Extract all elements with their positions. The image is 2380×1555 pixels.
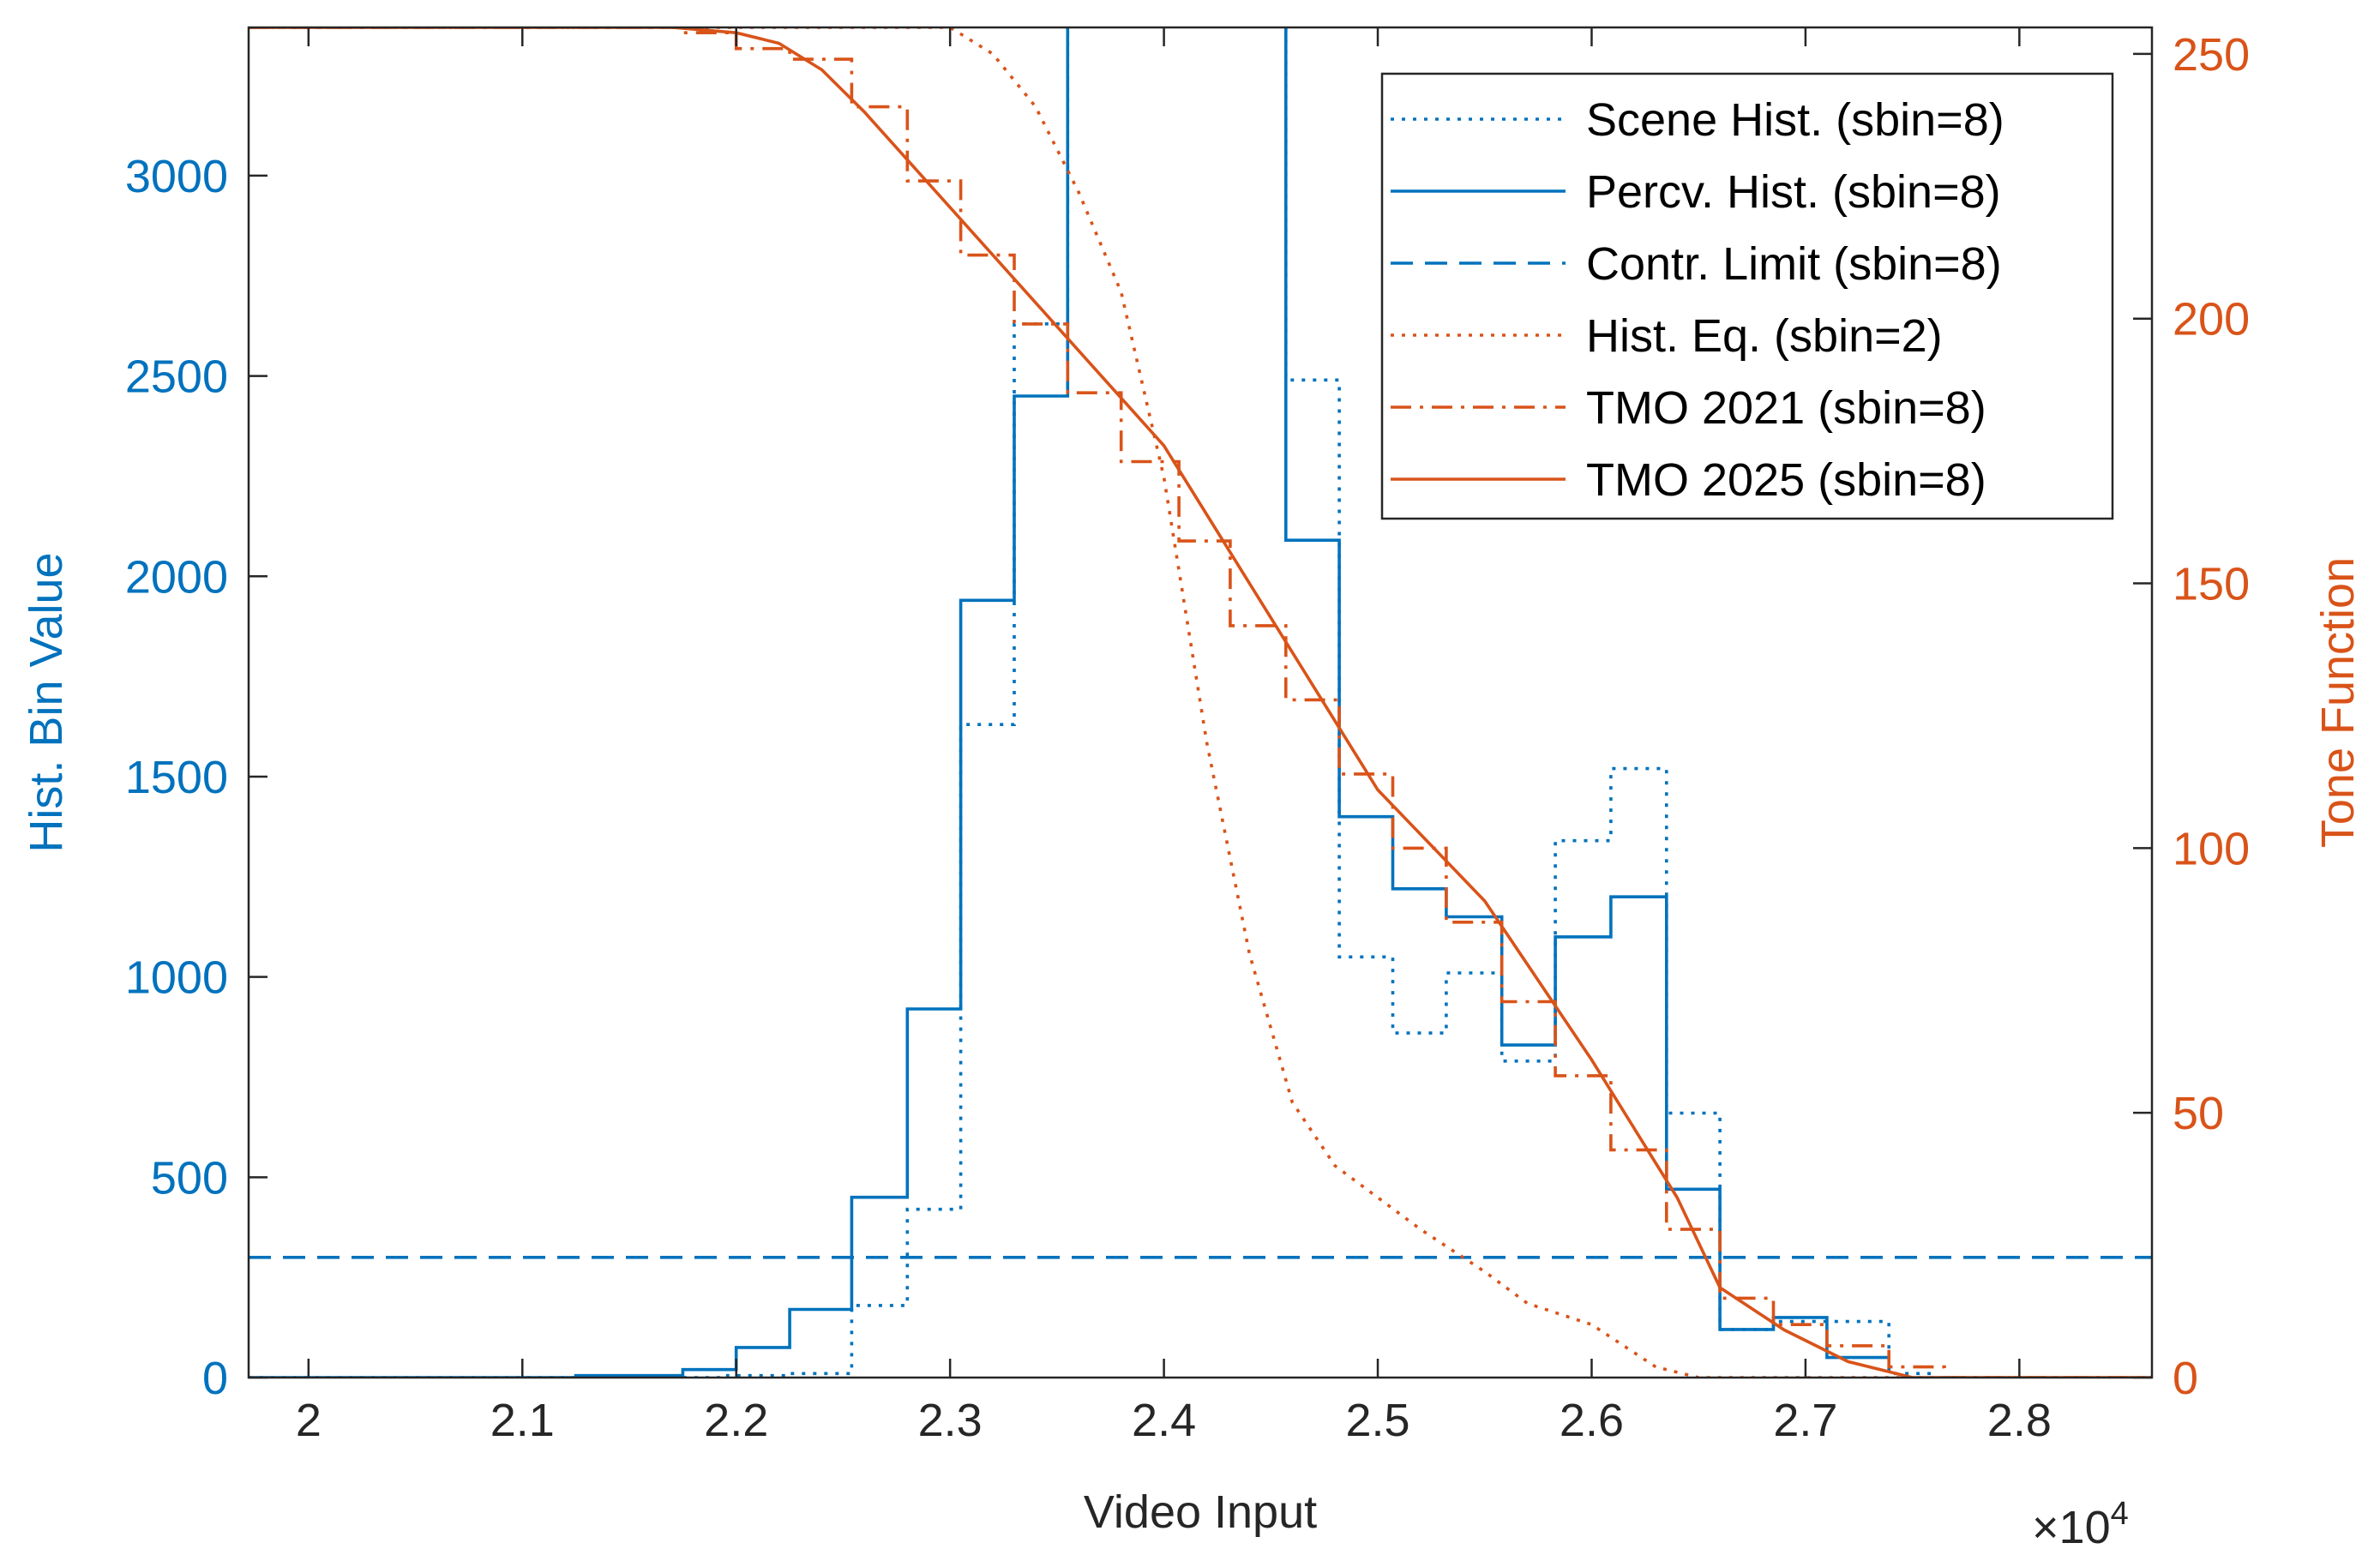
- x-tick-label: 2.3: [918, 1395, 983, 1446]
- x-tick-label: 2: [296, 1395, 322, 1446]
- x-tick-label: 2.4: [1132, 1395, 1196, 1446]
- y-right-tick-label: 50: [2173, 1088, 2224, 1139]
- x-tick-label: 2.2: [704, 1395, 768, 1446]
- y-right-tick-label: 100: [2173, 823, 2250, 874]
- y-left-tick-label: 500: [151, 1152, 228, 1204]
- series-line-tmo-2025-sbin-8: [249, 27, 2152, 1378]
- legend-label-hist-eq-sbin-2: Hist. Eq. (sbin=2): [1586, 310, 1943, 362]
- y-right-axis-label: Tone Function: [2312, 557, 2364, 848]
- y-left-tick-label: 1000: [125, 952, 228, 1004]
- y-left-tick-label: 2000: [125, 551, 228, 603]
- x-axis-ticks: 2 2.1 2.2 2.3 2.4 2.5 2.6 2.7 2.8: [296, 27, 2052, 1446]
- series-line-hist-eq-sbin-2: [249, 27, 2152, 1378]
- series-line-percv-hist-sbin-8: [249, 27, 1890, 1378]
- legend-label-percv-hist-sbin-8: Percv. Hist. (sbin=8): [1586, 166, 2001, 218]
- legend: Scene Hist. (sbin=8) Percv. Hist. (sbin=8…: [1380, 72, 2114, 520]
- legend-box: [1380, 72, 2114, 520]
- y-left-tick-label: 1500: [125, 752, 228, 803]
- x-axis-exponent: ×104: [2032, 1496, 2129, 1553]
- legend-label-contr-limit-sbin-8: Contr. Limit (sbin=8): [1586, 238, 2002, 290]
- x-tick-label: 2.6: [1560, 1395, 1624, 1446]
- x-axis-label: Video Input: [1084, 1486, 1317, 1538]
- legend-label-tmo-2021-sbin-8: TMO 2021 (sbin=8): [1586, 382, 1986, 434]
- x-tick-label: 2.1: [490, 1395, 555, 1446]
- y-left-tick-label: 0: [202, 1353, 228, 1404]
- plot-box: [247, 26, 2154, 1379]
- y-right-axis-ticks: 0 50 100 150 200 250: [2133, 29, 2250, 1404]
- x-axis-exponent-base: ×10: [2032, 1502, 2111, 1553]
- plot-lines: [249, 27, 2152, 1378]
- x-axis-exponent-power: 4: [2111, 1496, 2129, 1532]
- y-left-axis-label: Hist. Bin Value: [21, 552, 72, 852]
- y-right-tick-label: 150: [2173, 559, 2250, 610]
- y-left-axis-ticks: 0 500 1000 1500 2000 2500 3000: [125, 151, 267, 1404]
- legend-label-tmo-2025-sbin-8: TMO 2025 (sbin=8): [1586, 454, 1986, 506]
- x-tick-label: 2.5: [1345, 1395, 1409, 1446]
- legend-label-scene-hist-sbin-8: Scene Hist. (sbin=8): [1586, 94, 2004, 146]
- x-tick-label: 2.7: [1773, 1395, 1837, 1446]
- series-line-tmo-2021-sbin-8: [249, 27, 2152, 1378]
- y-right-tick-label: 200: [2173, 294, 2250, 345]
- y-left-tick-label: 2500: [125, 351, 228, 403]
- y-right-tick-label: 0: [2173, 1353, 2198, 1404]
- legend-items: Scene Hist. (sbin=8) Percv. Hist. (sbin=8…: [1391, 94, 2004, 506]
- x-tick-label: 2.8: [1987, 1395, 2052, 1446]
- y-right-tick-label: 250: [2173, 29, 2250, 81]
- y-left-tick-label: 3000: [125, 151, 228, 202]
